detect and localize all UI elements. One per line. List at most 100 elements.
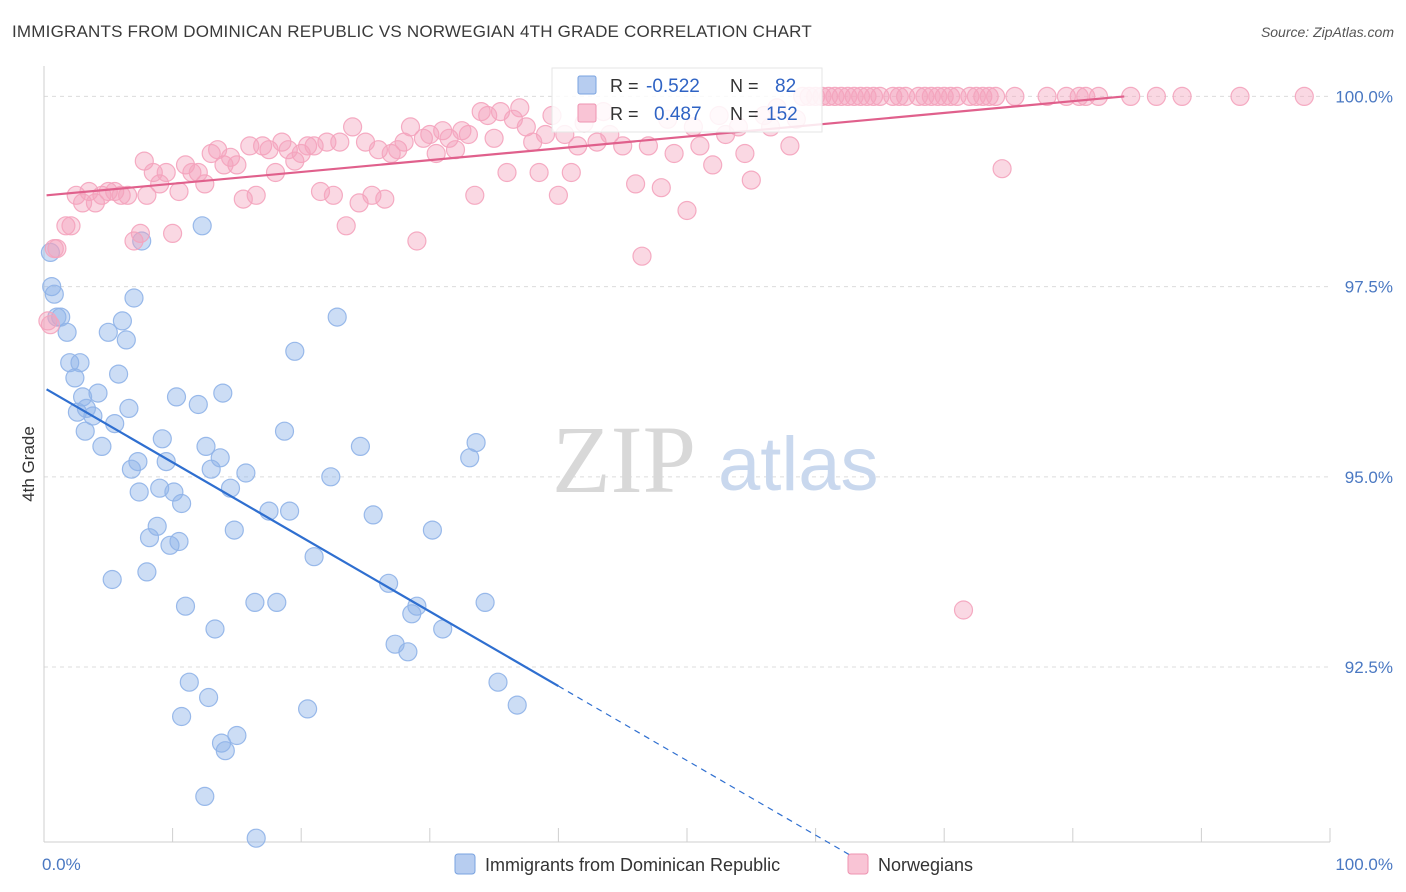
data-point [44, 284, 64, 304]
data-point [304, 136, 324, 156]
data-point [625, 174, 646, 194]
data-point [529, 162, 549, 183]
data-point [246, 185, 266, 205]
data-point [780, 136, 800, 156]
grid-lines [44, 95, 1330, 668]
watermark-atlas: atlas [718, 422, 879, 507]
legend-swatch-dominican [454, 853, 476, 875]
trend-line-dominican-extension [558, 685, 855, 859]
data-point [497, 162, 517, 183]
data-point [227, 725, 247, 746]
stats-r-value-dominican: -0.522 [646, 76, 700, 97]
data-point [88, 383, 108, 403]
data-point [40, 315, 61, 335]
data-point [690, 136, 710, 156]
data-point [304, 547, 324, 567]
data-point [285, 341, 305, 361]
data-point [56, 216, 76, 236]
data-point [285, 151, 305, 171]
data-point [75, 421, 95, 441]
data-point [398, 642, 418, 662]
data-point [137, 562, 157, 582]
data-point [163, 223, 183, 243]
data-point [47, 239, 67, 259]
data-point [195, 786, 215, 807]
data-point [57, 322, 77, 342]
stats-r-value-norwegians: 0.487 [654, 104, 702, 125]
data-point [863, 86, 884, 107]
data-point [677, 200, 697, 221]
y-tick-label: 100.0% [1335, 87, 1393, 106]
data-point [375, 189, 395, 209]
data-point [188, 394, 208, 415]
data-point [272, 132, 292, 152]
data-point [267, 592, 287, 613]
data-point [111, 185, 131, 205]
trend-line-norwegians [46, 95, 1125, 197]
data-point [102, 569, 122, 590]
data-point [330, 132, 350, 152]
data-point [192, 216, 212, 236]
data-point [388, 140, 408, 160]
data-point [130, 223, 150, 243]
data-point [1294, 86, 1314, 107]
data-point [205, 619, 225, 639]
legend-label-dominican: Immigrants from Dominican Republic [485, 855, 780, 875]
stats-n-value-norwegians: 152 [766, 104, 798, 125]
data-point [1146, 86, 1167, 107]
data-point [220, 478, 241, 498]
data-point [116, 330, 136, 350]
data-point [1005, 86, 1025, 107]
data-point [741, 170, 761, 190]
data-point [613, 136, 633, 156]
series-norwegians-points [38, 86, 1314, 620]
data-point [445, 140, 466, 160]
data-point [992, 159, 1012, 179]
data-point [121, 459, 141, 479]
legend-swatch-norwegians [847, 853, 869, 875]
data-point [236, 463, 256, 483]
data-point [507, 695, 527, 715]
data-points [38, 86, 1314, 848]
stats-legend-box [551, 67, 823, 133]
data-point [407, 231, 427, 251]
data-point [119, 398, 139, 418]
data-point [1172, 86, 1192, 107]
data-point [280, 501, 300, 521]
data-point [458, 124, 478, 145]
data-point [65, 368, 85, 388]
stats-n-label-dominican: N = [730, 76, 759, 96]
data-point [215, 741, 235, 761]
stats-n-value-dominican: 82 [775, 76, 796, 97]
data-point [953, 600, 974, 620]
data-point [124, 288, 144, 308]
data-point [139, 528, 160, 548]
data-point [246, 828, 266, 848]
data-point [66, 185, 86, 205]
data-point [838, 86, 858, 107]
y-tick-label: 97.5% [1345, 278, 1393, 297]
data-point [632, 246, 652, 266]
legend-label-norwegians: Norwegians [878, 855, 973, 875]
data-point [172, 706, 192, 727]
data-point [561, 162, 581, 183]
data-point [210, 448, 230, 468]
stats-n-label-norwegians: N = [730, 104, 759, 124]
data-point [128, 452, 148, 472]
data-point [323, 185, 343, 205]
trend-lines [46, 95, 1125, 859]
data-point [703, 155, 723, 175]
data-point [196, 436, 216, 456]
watermark-zip: ZIP [552, 406, 696, 513]
data-point [164, 482, 184, 502]
data-point [368, 140, 388, 160]
data-point [535, 124, 556, 145]
x-tick-label-max: 100.0% [1335, 855, 1393, 874]
data-point [475, 592, 495, 613]
data-point [199, 687, 219, 708]
data-point [1230, 86, 1250, 107]
data-point [175, 596, 196, 616]
data-point [108, 364, 129, 384]
stats-legend: R = -0.522 N = 82 R = 0.487 N = 152 [551, 67, 823, 133]
data-point [889, 86, 909, 107]
